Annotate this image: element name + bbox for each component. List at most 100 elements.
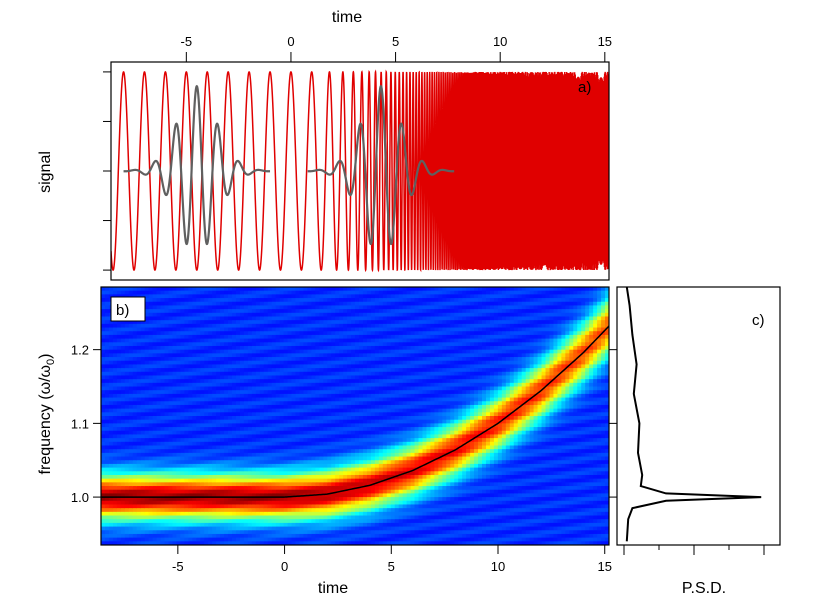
heatmap-cell [347, 541, 352, 545]
heatmap-cell [291, 423, 297, 428]
heatmap-cell [112, 511, 118, 517]
heatmap-cell [196, 504, 201, 509]
heatmap-cell [220, 290, 225, 295]
heatmap-cell [347, 342, 352, 347]
heatmap-cell [208, 430, 213, 436]
heatmap-cell [267, 519, 273, 524]
heatmap-cell [267, 401, 273, 406]
heatmap-cell [343, 493, 348, 498]
heatmap-cell [132, 445, 138, 450]
heatmap-cell [259, 323, 265, 329]
heatmap-cell [200, 364, 205, 369]
heatmap-cell [358, 320, 364, 325]
heatmap-cell [259, 349, 265, 354]
heatmap-cell [132, 463, 138, 469]
heatmap-cell [231, 301, 237, 307]
heatmap-cell [287, 452, 293, 458]
heatmap-cell [362, 515, 368, 520]
heatmap-cell [156, 456, 162, 461]
heatmap-cell [216, 379, 221, 384]
heatmap-cell [347, 460, 352, 465]
heatmap-cell [303, 541, 308, 545]
heatmap-cell [358, 327, 364, 332]
heatmap-cell [251, 438, 257, 443]
heatmap-cell [212, 386, 217, 391]
heatmap-cell [362, 416, 368, 421]
heatmap-cell [101, 537, 106, 542]
heatmap-cell [358, 323, 364, 329]
heatmap-cell [104, 294, 110, 299]
heatmap-cell [351, 375, 356, 380]
heatmap-cell [235, 390, 241, 395]
heatmap-cell [378, 360, 384, 365]
heatmap-cell [323, 486, 328, 491]
heatmap-cell [351, 456, 356, 461]
heatmap-cell [208, 537, 213, 542]
heatmap-cell [303, 471, 308, 476]
heatmap-cell [104, 515, 110, 520]
heatmap-cell [164, 379, 170, 384]
heatmap-cell [271, 327, 277, 332]
heatmap-cell [275, 416, 281, 421]
heatmap-cell [370, 508, 376, 513]
heatmap-cell [307, 338, 312, 343]
heatmap-cell [108, 375, 114, 380]
heatmap-cell [152, 320, 158, 325]
heatmap-cell [291, 312, 297, 318]
heatmap-cell [331, 334, 336, 340]
heatmap-cell [370, 397, 376, 402]
heatmap-cell [196, 497, 201, 502]
heatmap-cell [327, 511, 332, 517]
heatmap-cell [160, 301, 166, 307]
heatmap-cell [128, 404, 134, 410]
heatmap-cell [239, 393, 245, 399]
heatmap-cell [156, 471, 162, 476]
heatmap-cell [366, 393, 372, 399]
heatmap-cell [180, 493, 185, 498]
heatmap-cell [180, 511, 185, 517]
heatmap-cell [315, 441, 320, 447]
heatmap-cell [101, 530, 106, 535]
heatmap-cell [224, 504, 229, 509]
heatmap-cell [335, 522, 340, 528]
heatmap-cell [128, 474, 134, 480]
heatmap-cell [156, 419, 162, 424]
heatmap-cell [267, 375, 273, 380]
heatmap-cell [323, 345, 328, 351]
heatmap-cell [319, 497, 324, 502]
heatmap-cell [235, 305, 241, 310]
heatmap-cell [355, 360, 360, 365]
heatmap-cell [303, 482, 308, 487]
heatmap-cell [108, 357, 114, 362]
heatmap-cell [366, 519, 372, 524]
heatmap-cell [283, 471, 289, 476]
heatmap-cell [303, 497, 308, 502]
heatmap-cell [374, 360, 380, 365]
heatmap-cell [208, 541, 213, 545]
heatmap-cell [188, 309, 193, 314]
heatmap-cell [247, 519, 253, 524]
heatmap-cell [358, 401, 364, 406]
heatmap-cell [168, 397, 174, 402]
heatmap-cell [291, 375, 297, 380]
heatmap-cell [295, 375, 301, 380]
heatmap-cell [339, 290, 344, 295]
heatmap-cell [212, 364, 217, 369]
heatmap-cell [212, 508, 217, 513]
heatmap-cell [140, 500, 146, 506]
heatmap-cell [355, 331, 360, 336]
heatmap-cell [148, 423, 154, 428]
heatmap-cell [192, 449, 197, 454]
heatmap-cell [212, 430, 217, 436]
heatmap-cell [156, 423, 162, 428]
heatmap-cell [224, 511, 229, 517]
heatmap-cell [231, 408, 237, 413]
heatmap-cell [180, 430, 185, 436]
heatmap-cell [231, 338, 237, 343]
heatmap-cell [239, 298, 245, 303]
heatmap-cell [263, 452, 269, 458]
heatmap-cell [112, 390, 118, 395]
heatmap-cell [196, 334, 201, 340]
heatmap-cell [184, 504, 189, 509]
heatmap-cell [303, 427, 308, 432]
